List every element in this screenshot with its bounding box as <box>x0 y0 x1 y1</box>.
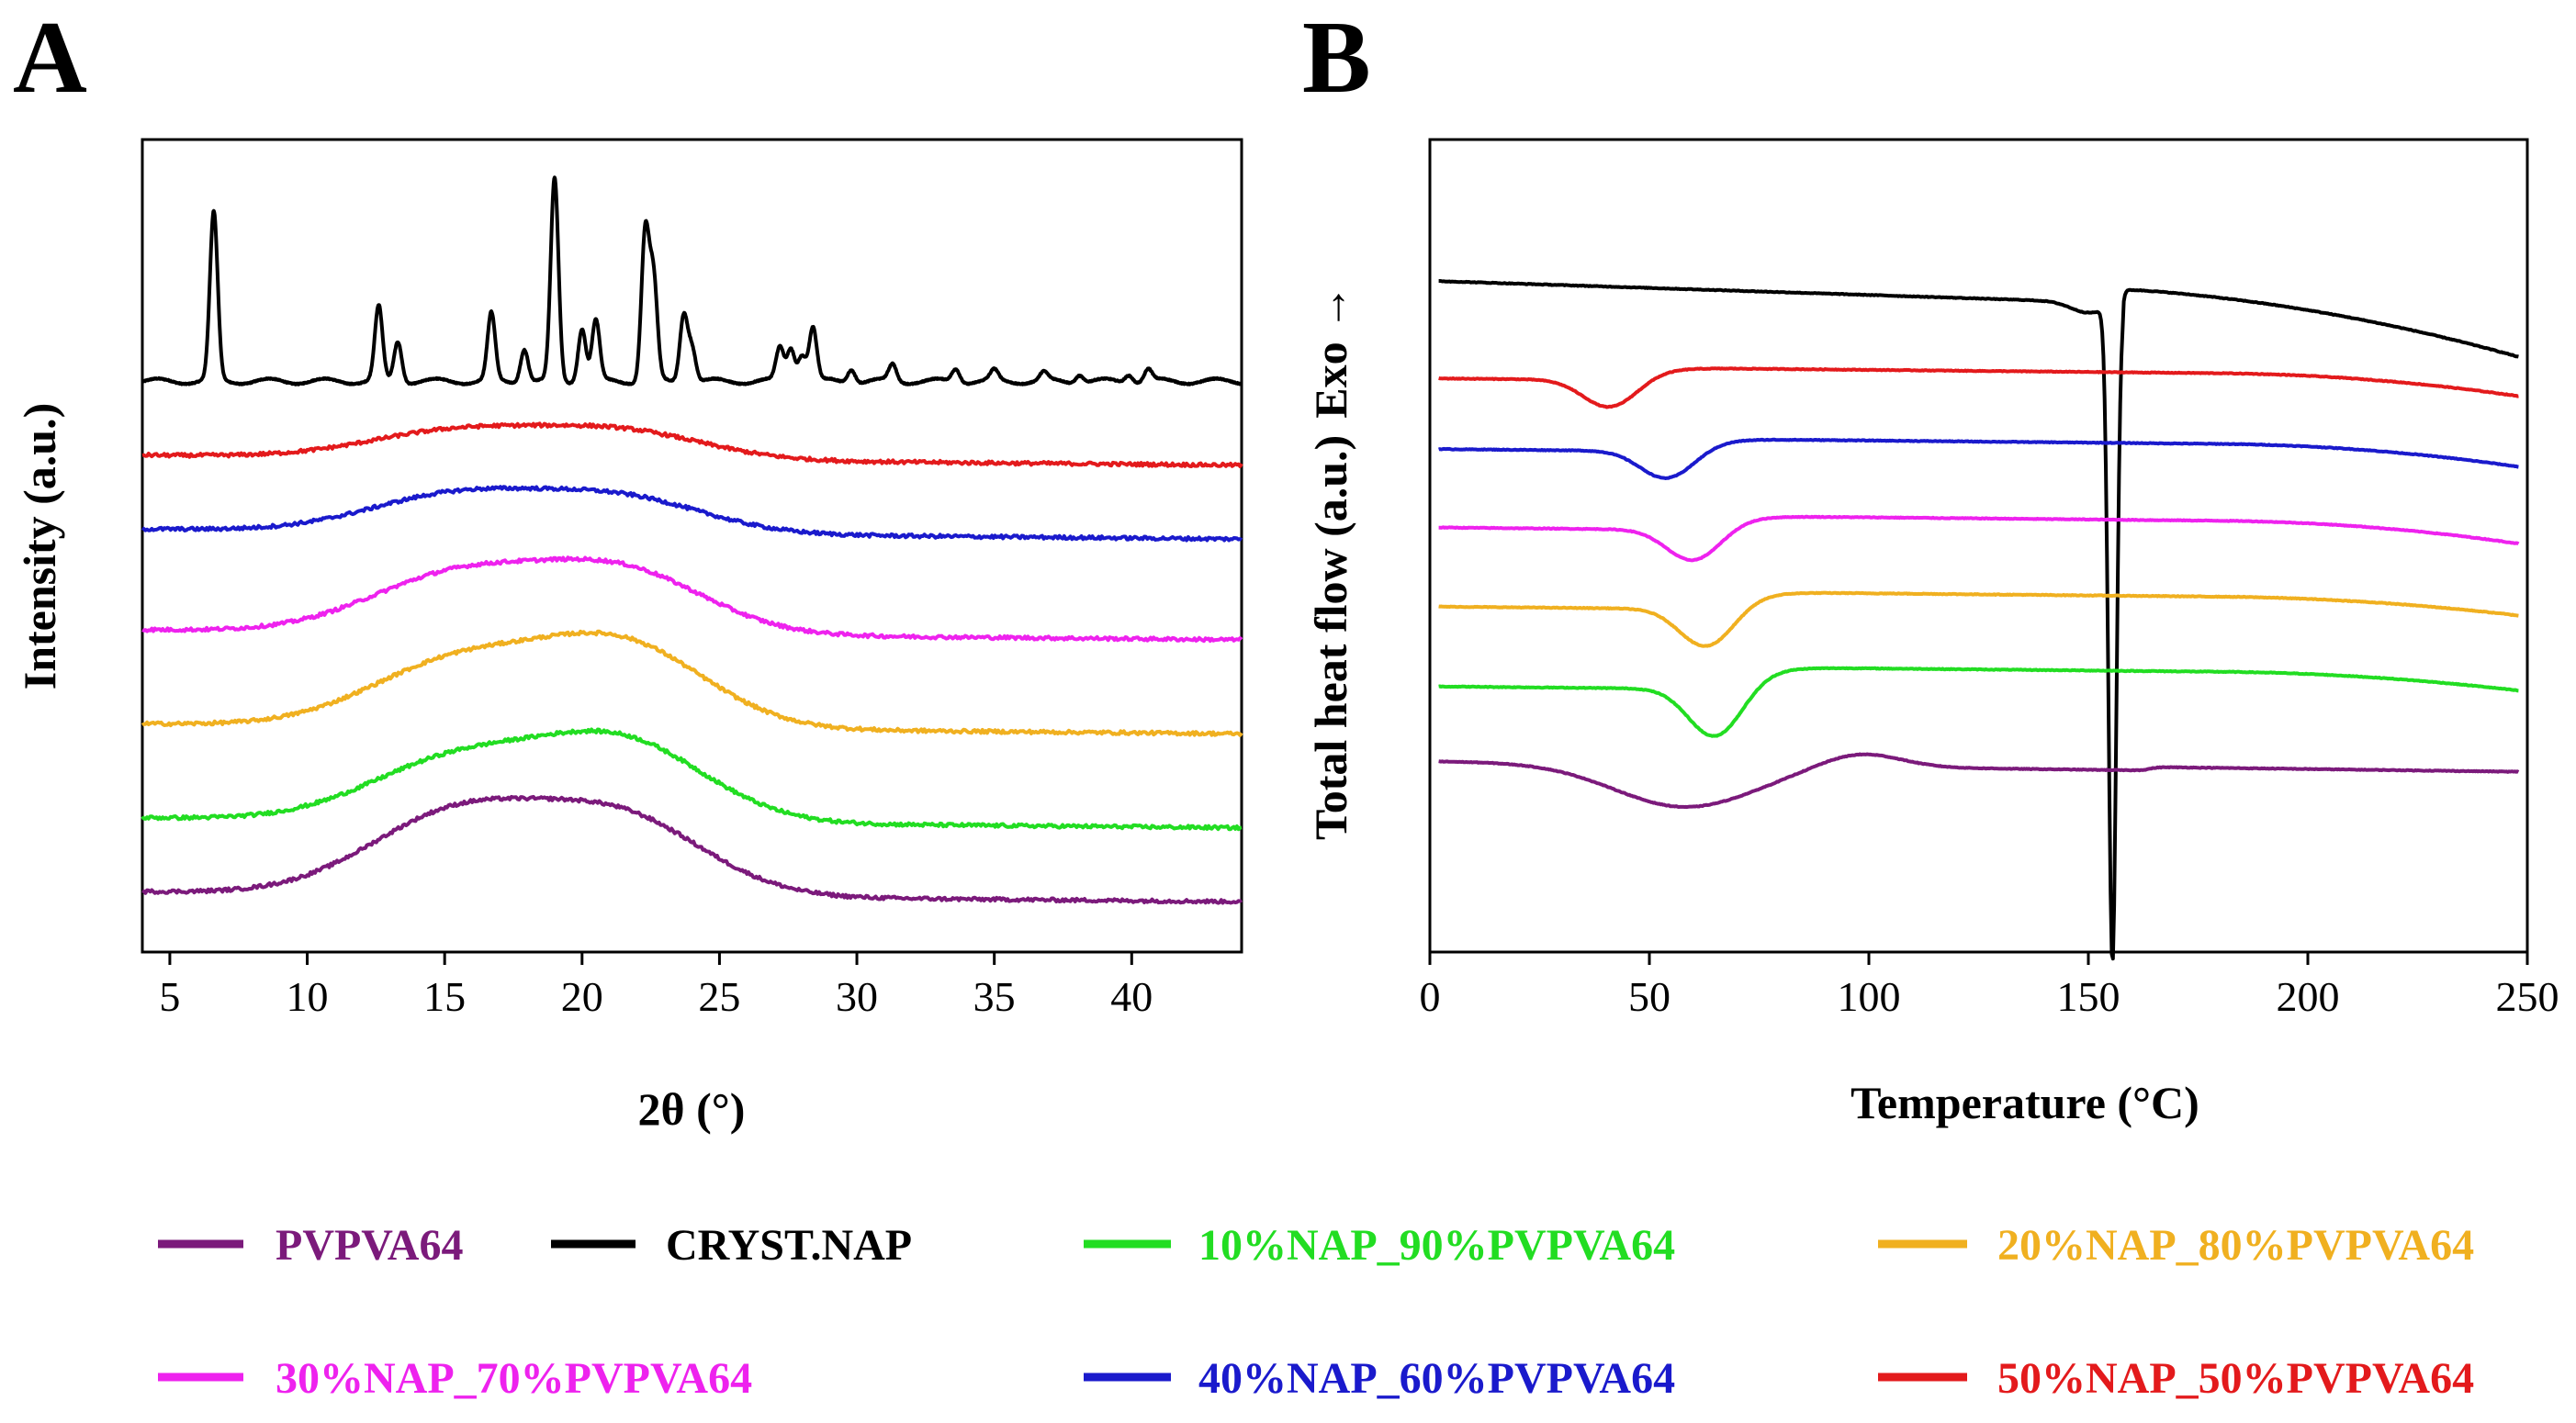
dsc-series-pvpva64 <box>1437 752 2520 810</box>
x-tick-label: 200 <box>2277 973 2340 1020</box>
x-tick-label: 10 <box>287 973 329 1020</box>
x-tick-label: 35 <box>973 973 1016 1020</box>
xrd-series-30-nap-70-pvpva64 <box>141 555 1243 644</box>
legend-label: 50%NAP_50%PVPVA64 <box>1997 1354 2474 1403</box>
panel-label-a: A <box>13 1 87 115</box>
panel-a-plot-frame <box>141 138 1243 954</box>
dsc-series-40-nap-60-pvpva64 <box>1437 437 2520 480</box>
xrd-series-20-nap-80-pvpva64 <box>141 629 1243 737</box>
x-tick-label: 100 <box>1838 973 1901 1020</box>
legend-item-20nap: 20%NAP_80%PVPVA64 <box>1878 1221 2474 1270</box>
legend-item-30nap: 30%NAP_70%PVPVA64 <box>158 1354 752 1403</box>
legend-label: PVPVA64 <box>276 1221 463 1270</box>
dsc-series-cryst-nap <box>1437 279 2520 961</box>
xrd-series-pvpva64 <box>141 794 1243 905</box>
legend: PVPVA64 CRYST.NAP 10%NAP_90%PVPVA64 20%N… <box>158 1221 2474 1403</box>
x-tick-label: 250 <box>2496 973 2559 1020</box>
legend-label: 20%NAP_80%PVPVA64 <box>1997 1221 2474 1270</box>
dsc-series-50-nap-50-pvpva64 <box>1437 366 2520 409</box>
x-tick-label: 5 <box>159 973 180 1020</box>
x-tick-label: 15 <box>423 973 466 1020</box>
panel-a-xrd-chart: 5 10 15 20 25 30 35 40 2θ (°) Intensity (a.u.) <box>14 138 1243 1135</box>
legend-item-10nap: 10%NAP_90%PVPVA64 <box>1084 1221 1675 1270</box>
x-tick-label: 0 <box>1420 973 1441 1020</box>
panel-b-dsc-chart: 0 50 100 150 200 250 Temperature (°C) Total h… <box>1305 138 2559 1128</box>
panel-b-y-axis-title: Total heat flow (a.u.) Exo → <box>1305 285 1356 840</box>
dsc-series-20-nap-80-pvpva64 <box>1437 590 2520 648</box>
x-tick-label: 25 <box>698 973 740 1020</box>
legend-label: 10%NAP_90%PVPVA64 <box>1198 1221 1675 1270</box>
xrd-series-50-nap-50-pvpva64 <box>141 421 1243 468</box>
panel-b-y-axis-exo: Exo → <box>1305 285 1356 419</box>
panel-label-b: B <box>1302 1 1371 115</box>
panel-b-x-axis-title: Temperature (°C) <box>1850 1077 2199 1128</box>
legend-label: 30%NAP_70%PVPVA64 <box>276 1354 752 1403</box>
panel-b-y-axis-main: Total heat flow (a.u.) <box>1305 435 1356 840</box>
legend-item-cryst-nap: CRYST.NAP <box>551 1221 912 1270</box>
x-tick-label: 150 <box>2057 973 2120 1020</box>
legend-label: CRYST.NAP <box>666 1221 912 1270</box>
panel-b-plot-frame <box>1428 138 2529 954</box>
dsc-series-30-nap-70-pvpva64 <box>1437 514 2520 563</box>
dsc-series-10-nap-90-pvpva64 <box>1437 666 2520 738</box>
x-tick-label: 30 <box>836 973 878 1020</box>
legend-label: 40%NAP_60%PVPVA64 <box>1198 1354 1675 1403</box>
xrd-series-10-nap-90-pvpva64 <box>141 727 1243 832</box>
panel-a-y-axis-title: Intensity (a.u.) <box>14 403 65 690</box>
x-tick-label: 40 <box>1110 973 1153 1020</box>
x-tick-label: 20 <box>561 973 603 1020</box>
panel-a-x-axis-title: 2θ (°) <box>638 1083 746 1135</box>
legend-item-50nap: 50%NAP_50%PVPVA64 <box>1878 1354 2474 1403</box>
legend-item-pvpva64: PVPVA64 <box>158 1221 463 1270</box>
x-tick-label: 50 <box>1628 973 1670 1020</box>
legend-item-40nap: 40%NAP_60%PVPVA64 <box>1084 1354 1675 1403</box>
xrd-series-40-nap-60-pvpva64 <box>141 485 1243 543</box>
xrd-series-cryst-nap <box>141 175 1243 387</box>
